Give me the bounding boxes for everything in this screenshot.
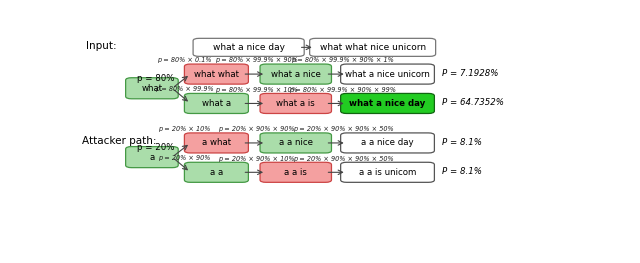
Text: p = 80% × 99.9% × 10%: p = 80% × 99.9% × 10% bbox=[215, 87, 298, 93]
FancyBboxPatch shape bbox=[184, 93, 248, 113]
Text: P = 7.1928%: P = 7.1928% bbox=[442, 69, 499, 78]
Text: a what: a what bbox=[202, 138, 231, 148]
Text: a a nice: a a nice bbox=[279, 138, 313, 148]
Text: a a nice day: a a nice day bbox=[361, 138, 414, 148]
Text: what a nice day: what a nice day bbox=[349, 99, 426, 108]
FancyBboxPatch shape bbox=[260, 64, 332, 84]
FancyBboxPatch shape bbox=[193, 38, 304, 56]
Text: a a is unicom: a a is unicom bbox=[359, 168, 416, 177]
FancyBboxPatch shape bbox=[184, 133, 248, 153]
FancyBboxPatch shape bbox=[125, 146, 178, 168]
FancyBboxPatch shape bbox=[260, 133, 332, 153]
Text: p = 20% × 90% × 90% × 50%: p = 20% × 90% × 90% × 50% bbox=[292, 126, 393, 132]
Text: a a is: a a is bbox=[284, 168, 307, 177]
FancyBboxPatch shape bbox=[260, 162, 332, 182]
Text: P = 64.7352%: P = 64.7352% bbox=[442, 98, 504, 107]
Text: what a nice day: what a nice day bbox=[212, 43, 285, 52]
Text: what what: what what bbox=[194, 70, 239, 79]
FancyBboxPatch shape bbox=[184, 162, 248, 182]
FancyBboxPatch shape bbox=[260, 93, 332, 113]
Text: p = 80%: p = 80% bbox=[137, 74, 175, 83]
Text: what a nice: what a nice bbox=[271, 70, 321, 79]
Text: P = 8.1%: P = 8.1% bbox=[442, 167, 482, 176]
Text: p = 20% × 10%: p = 20% × 10% bbox=[158, 126, 211, 132]
Text: what a: what a bbox=[202, 99, 231, 108]
Text: Attacker path:: Attacker path: bbox=[83, 135, 157, 145]
Text: p = 20%: p = 20% bbox=[137, 143, 175, 152]
FancyBboxPatch shape bbox=[340, 133, 435, 153]
FancyBboxPatch shape bbox=[340, 64, 435, 84]
FancyBboxPatch shape bbox=[340, 93, 435, 113]
Text: p = 20% × 90% × 90%: p = 20% × 90% × 90% bbox=[218, 126, 295, 132]
Text: what a nice unicorn: what a nice unicorn bbox=[345, 70, 430, 79]
Text: p = 80% × 99.9% × 90% × 1%: p = 80% × 99.9% × 90% × 1% bbox=[291, 57, 394, 63]
Text: p = 80% × 99.9% × 90% × 99%: p = 80% × 99.9% × 90% × 99% bbox=[289, 87, 396, 93]
FancyBboxPatch shape bbox=[125, 78, 178, 99]
Text: Input:: Input: bbox=[86, 41, 116, 51]
Text: what a is: what a is bbox=[276, 99, 315, 108]
Text: a a: a a bbox=[210, 168, 223, 177]
Text: P = 8.1%: P = 8.1% bbox=[442, 138, 482, 147]
Text: p = 80% × 0.1%: p = 80% × 0.1% bbox=[157, 57, 211, 63]
Text: a: a bbox=[149, 153, 154, 162]
Text: p = 80% × 99.9%: p = 80% × 99.9% bbox=[155, 86, 214, 92]
Text: p = 80% × 99.9% × 90%: p = 80% × 99.9% × 90% bbox=[215, 57, 298, 63]
FancyBboxPatch shape bbox=[340, 162, 435, 182]
Text: p = 20% × 90% × 10%: p = 20% × 90% × 10% bbox=[218, 156, 295, 161]
FancyBboxPatch shape bbox=[184, 64, 248, 84]
FancyBboxPatch shape bbox=[310, 38, 436, 56]
Text: p = 20% × 90%: p = 20% × 90% bbox=[158, 155, 211, 161]
Text: p = 20% × 90% × 90% × 50%: p = 20% × 90% × 90% × 50% bbox=[292, 156, 393, 161]
Text: what: what bbox=[141, 84, 163, 93]
Text: what what nice unicorn: what what nice unicorn bbox=[319, 43, 426, 52]
